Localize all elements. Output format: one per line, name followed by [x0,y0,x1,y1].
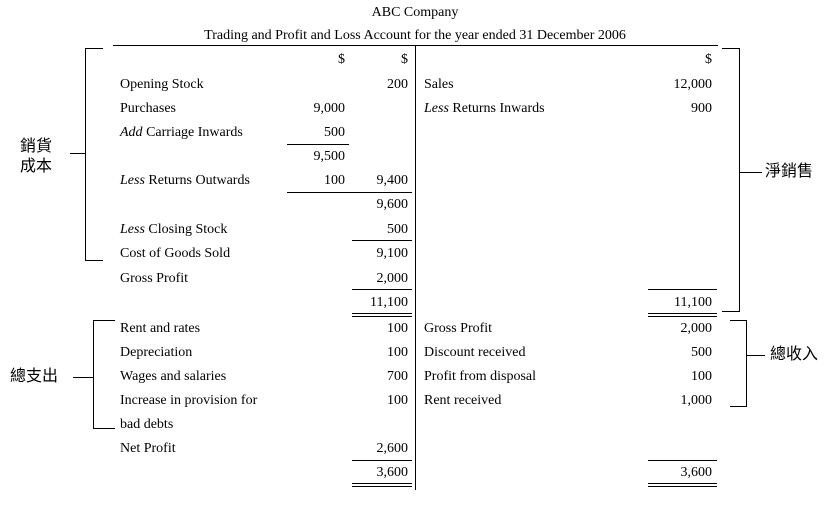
row-label: Rent received [424,393,502,408]
cost-of-sales-label-2: 成本 [20,156,53,175]
row-amount: 900 [691,101,712,116]
center-divider [415,45,416,490]
row-label: Cost of Goods Sold [120,246,231,261]
row-label-text: Returns Outwards [144,173,250,188]
row-label: Discount received [424,345,526,360]
row-label: bad debts [120,417,174,432]
row-label: Add Carriage Inwards [120,125,243,141]
row-label: Less Closing Stock [120,222,227,238]
row-total: 100 [387,321,408,336]
row-label: Depreciation [120,345,193,360]
row-label: Opening Stock [120,77,204,92]
double-underline [352,483,412,484]
double-underline [648,316,717,317]
underline [287,192,412,193]
double-underline [352,486,412,487]
row-amount: 500 [691,345,712,360]
row-total: 500 [387,222,408,237]
row-label: Increase in provision for [120,393,258,408]
cost-of-sales-label-1: 銷貨 [20,136,53,155]
row-amount: 9,000 [313,101,346,116]
row-total: 9,400 [376,173,409,188]
underline [648,289,717,290]
underline [352,240,412,241]
underline [352,289,412,290]
row-prefix: Less [120,222,145,237]
row-total: 9,100 [376,246,409,261]
row-label: Wages and salaries [120,369,227,384]
row-label: Less Returns Outwards [120,173,250,189]
row-amount: 100 [691,369,712,384]
row-amount: 500 [324,125,345,140]
trading-right-total: 11,100 [674,295,712,310]
row-label-text: Returns Inwards [448,101,545,116]
row-amount: 1,000 [680,393,713,408]
double-underline [648,486,717,487]
double-underline [648,483,717,484]
company-name: ABC Company [371,5,459,20]
underline [352,460,412,461]
underline [648,460,717,461]
account-title: Trading and Profit and Loss Account for … [204,28,626,43]
double-underline [352,313,412,314]
row-amount: 9,500 [313,149,346,164]
row-total: 700 [387,369,408,384]
currency-header-right: $ [705,52,712,67]
row-label: Less Returns Inwards [424,101,545,117]
row-total: 100 [387,345,408,360]
double-underline [352,316,412,317]
row-amount: 2,000 [680,321,713,336]
total-expenses-label: 總支出 [10,366,59,385]
row-label: Net Profit [120,441,176,456]
row-prefix: Less [424,101,449,116]
row-label: Gross Profit [120,271,189,286]
row-label: Rent and rates [120,321,201,336]
row-label: Profit from disposal [424,369,536,384]
double-underline [648,313,717,314]
row-label: Gross Profit [424,321,493,336]
currency-header-total: $ [401,52,408,67]
row-prefix: Add [120,125,143,140]
row-total: 2,600 [376,441,409,456]
pl-right-total: 3,600 [680,465,713,480]
row-label-text: Carriage Inwards [142,125,243,140]
underline [287,144,349,145]
row-total: 9,600 [376,197,409,212]
row-total: 200 [387,77,408,92]
row-amount: 100 [324,173,345,188]
row-amount: 12,000 [673,77,713,92]
total-revenue-label: 總收入 [770,344,819,363]
row-label: Purchases [120,101,176,116]
row-total: 2,000 [376,271,409,286]
net-sales-label: 淨銷售 [765,161,814,180]
trading-left-total: 11,100 [370,295,408,310]
row-prefix: Less [120,173,145,188]
currency-header-amt: $ [338,52,345,67]
row-total: 100 [387,393,408,408]
pl-left-total: 3,600 [376,465,409,480]
row-label: Sales [424,77,454,92]
row-label-text: Closing Stock [144,222,228,237]
